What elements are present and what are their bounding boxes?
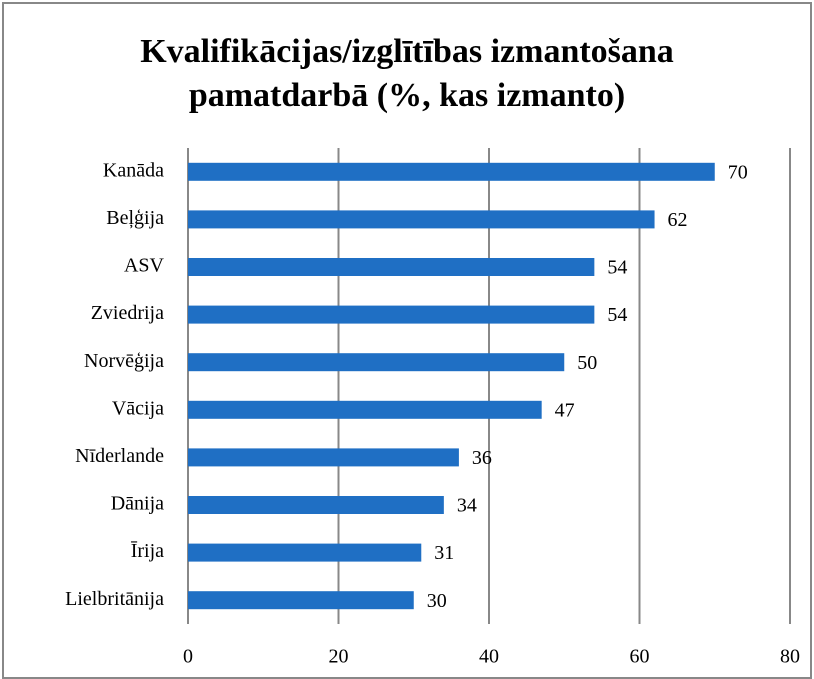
data-label: 34 [457, 495, 477, 517]
x-tick-label: 80 [780, 646, 800, 668]
data-label: 54 [607, 304, 627, 326]
x-tick-label: 20 [329, 646, 349, 668]
bar [188, 353, 565, 372]
bar [188, 400, 542, 419]
data-label: 70 [728, 161, 748, 183]
bar [188, 162, 715, 181]
data-label: 62 [668, 209, 688, 231]
y-tick-label: ASV [124, 255, 165, 277]
data-label: 31 [434, 542, 454, 564]
y-tick-label: Zviedrija [91, 302, 164, 324]
data-label: 36 [472, 447, 492, 469]
y-tick-label: Beļģija [106, 207, 164, 229]
y-tick-label: Dānija [111, 493, 164, 515]
x-tick-label: 0 [183, 646, 193, 668]
bar [188, 496, 444, 514]
bar [188, 591, 414, 610]
bar [188, 448, 459, 467]
x-tick-label: 40 [479, 646, 499, 668]
y-tick-label: Vācija [112, 397, 164, 419]
y-tick-label: Nīderlande [75, 445, 164, 467]
bar [188, 258, 595, 276]
data-label: 54 [607, 257, 627, 279]
bar [188, 305, 595, 324]
bar [188, 543, 422, 562]
y-tick-label: Norvēģija [84, 350, 164, 372]
chart-title: Kvalifikācijas/izglītības izmantošana pa… [140, 33, 674, 114]
y-tick-label: Lielbritānija [65, 588, 164, 610]
data-label: 47 [555, 399, 575, 421]
bar [188, 210, 655, 229]
x-tick-label: 60 [630, 646, 650, 668]
y-tick-label: Kanāda [103, 159, 164, 181]
data-label: 50 [577, 352, 597, 374]
data-label: 30 [427, 590, 447, 612]
y-tick-label: Īrija [131, 540, 164, 562]
